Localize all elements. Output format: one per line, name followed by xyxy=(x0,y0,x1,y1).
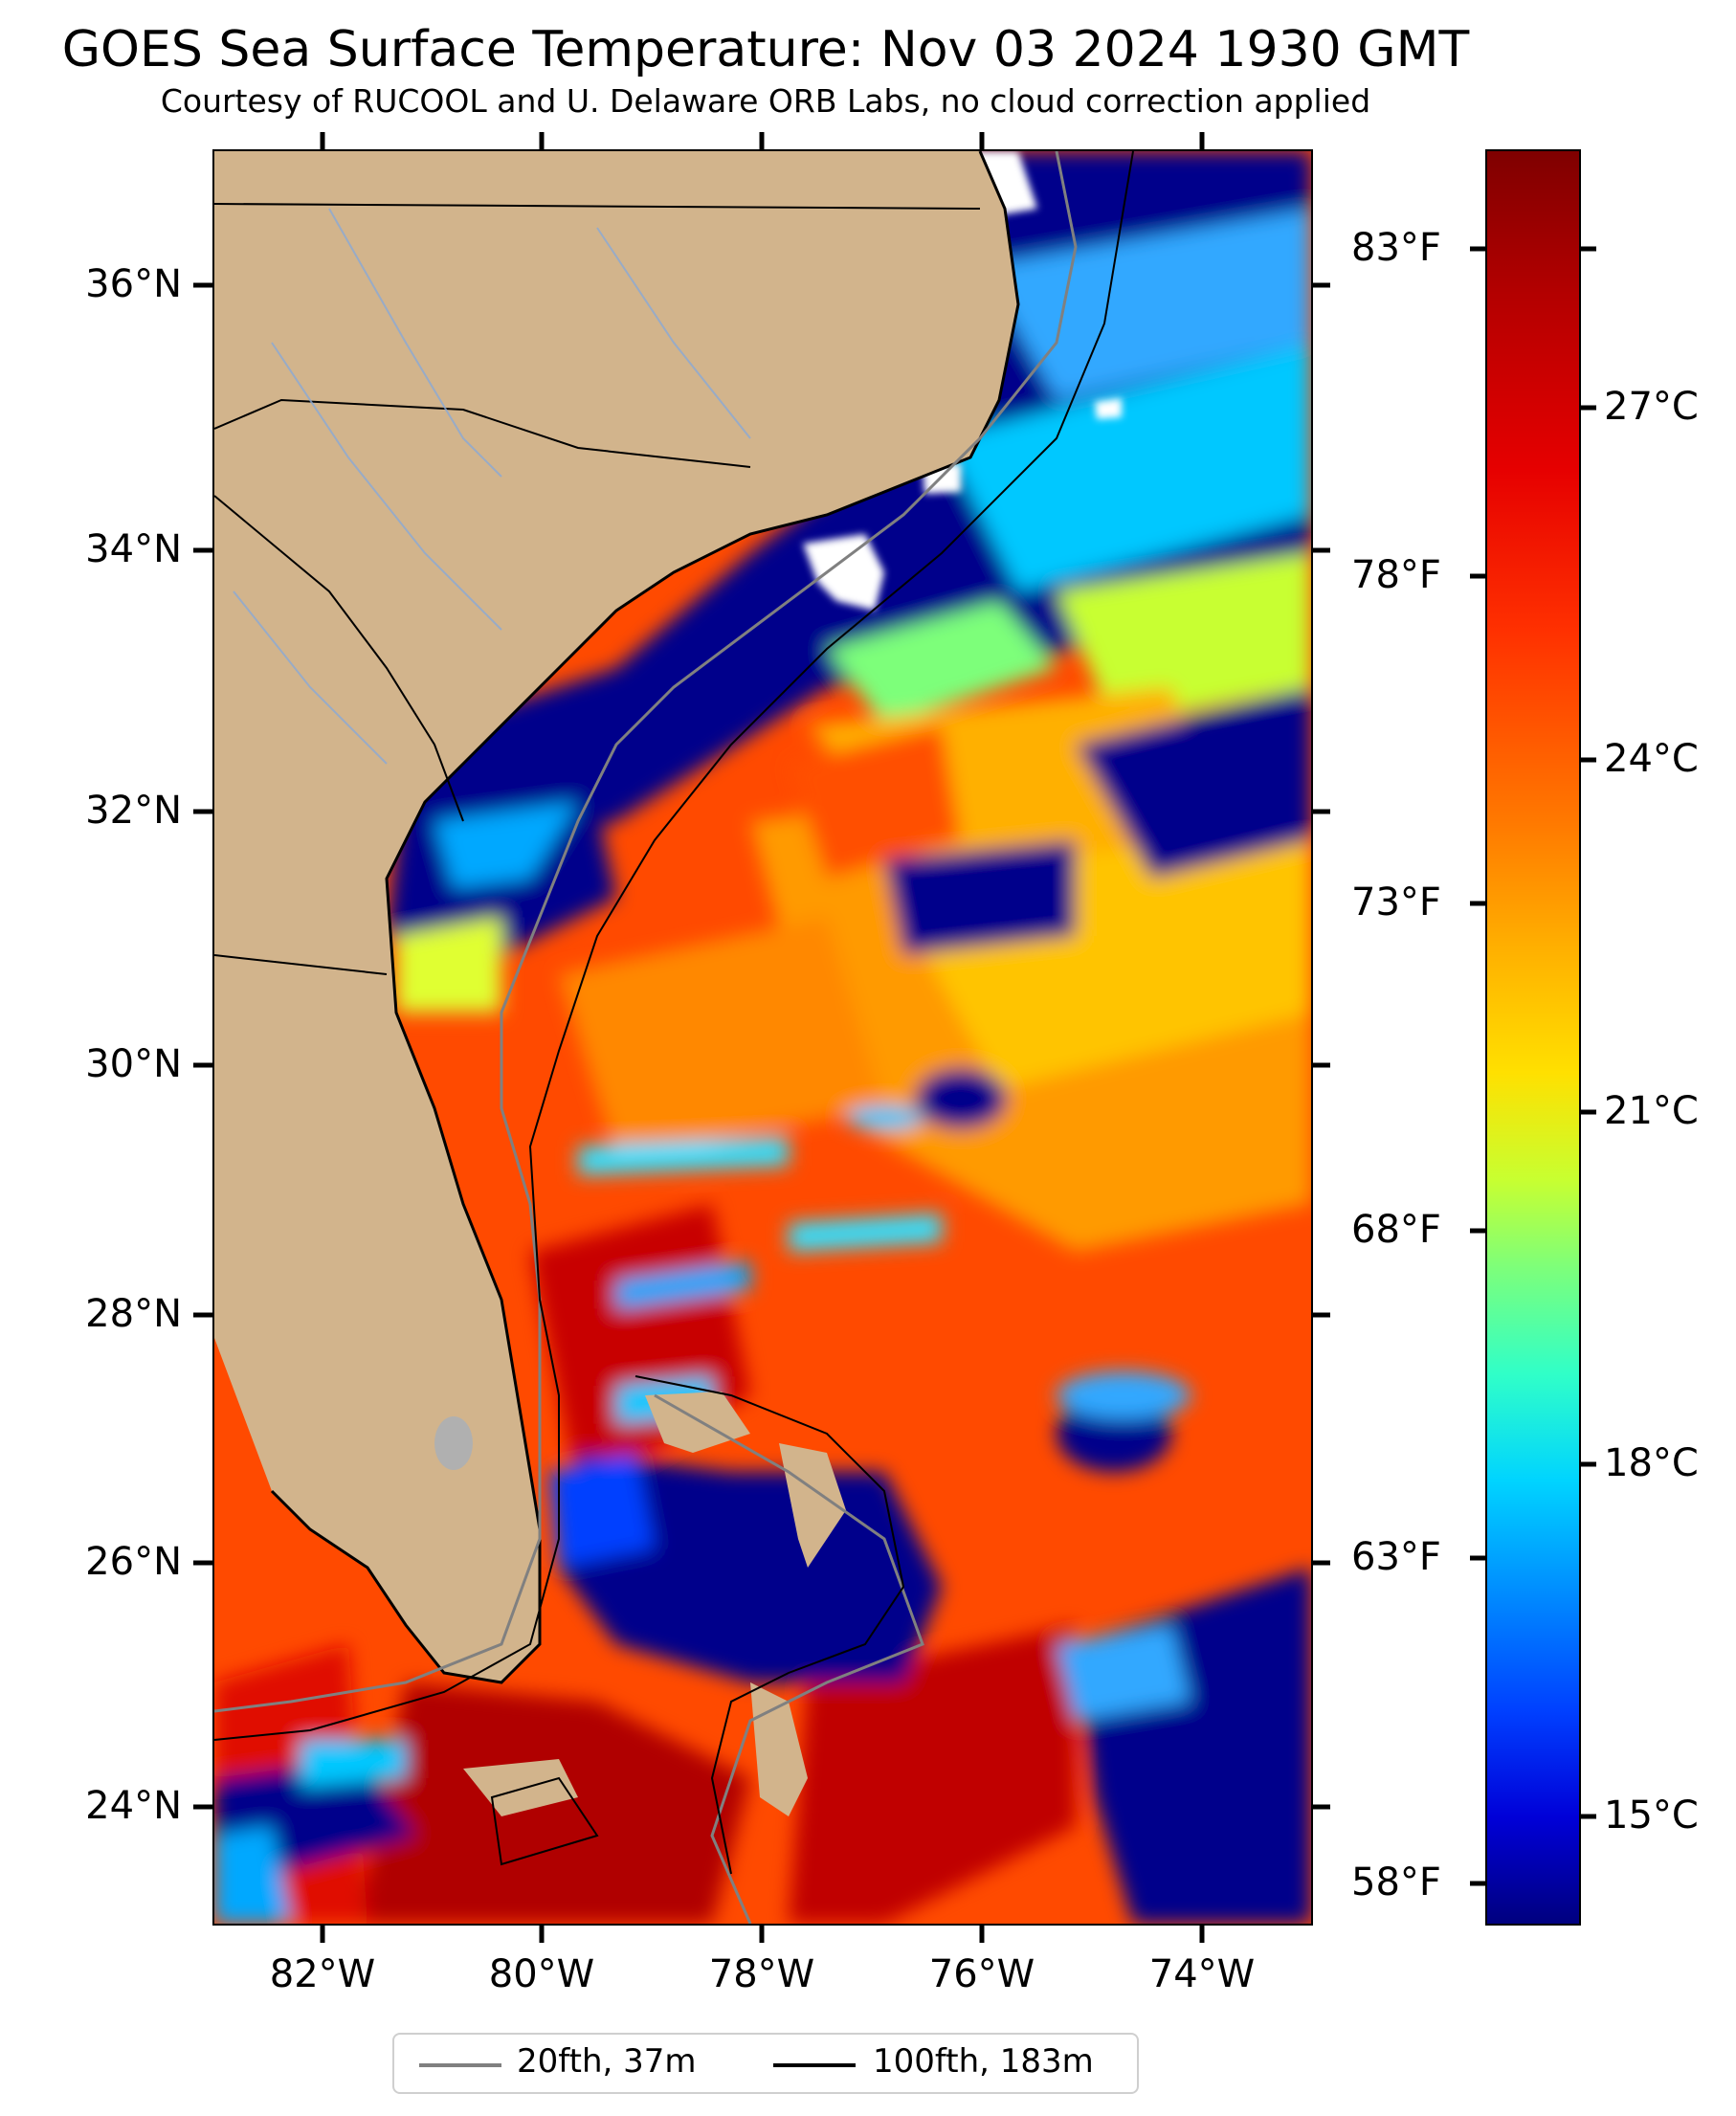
colorbar-c-15: 15°C xyxy=(1604,1793,1699,1838)
lat-label-24: 24°N xyxy=(85,1784,182,1828)
contour-legend: 20fth, 37m 100fth, 183m xyxy=(392,2033,1139,2094)
sst-colorbar xyxy=(1485,149,1581,1926)
colorbar-c-24: 24°C xyxy=(1604,737,1699,781)
lon-label-74: 74°W xyxy=(1148,1952,1256,1996)
rivers xyxy=(233,208,751,765)
lat-label-30: 30°N xyxy=(85,1042,182,1086)
colorbar-c-18: 18°C xyxy=(1604,1441,1699,1485)
land xyxy=(214,151,1018,1816)
colorbar-f-83: 83°F xyxy=(1351,226,1441,270)
coastline xyxy=(270,151,1020,1684)
lat-label-32: 32°N xyxy=(85,789,182,833)
legend-swatch-100fth xyxy=(773,2063,856,2067)
lat-label-26: 26°N xyxy=(85,1540,182,1584)
contour-20fth xyxy=(214,151,1078,1713)
lon-label-76: 76°W xyxy=(928,1952,1035,1996)
sst-map-canvas xyxy=(214,151,1311,1924)
legend-swatch-20fth xyxy=(419,2063,501,2067)
lat-label-34: 34°N xyxy=(85,527,182,571)
colorbar-f-68: 68°F xyxy=(1351,1208,1441,1252)
map-title: GOES Sea Surface Temperature: Nov 03 202… xyxy=(61,21,1470,78)
colorbar-f-78: 78°F xyxy=(1351,553,1441,597)
contour-100fth-bahamas xyxy=(634,1375,905,1875)
legend-label-100fth: 100fth, 183m xyxy=(873,2042,1094,2081)
lon-label-80: 80°W xyxy=(488,1952,595,1996)
legend-label-20fth: 20fth, 37m xyxy=(517,2042,697,2081)
colorbar-f-73: 73°F xyxy=(1351,880,1441,924)
contour-cay-sal xyxy=(490,1776,599,1866)
state-borders xyxy=(214,203,981,975)
sst-field xyxy=(214,151,1311,1924)
lon-label-82: 82°W xyxy=(269,1952,376,1996)
sst-map xyxy=(212,149,1313,1926)
contour-100fth xyxy=(214,151,1134,1741)
colorbar-f-58: 58°F xyxy=(1351,1860,1441,1904)
map-subtitle: Courtesy of RUCOOL and U. Delaware ORB L… xyxy=(160,82,1371,120)
lon-label-78: 78°W xyxy=(708,1952,815,1996)
lat-label-36: 36°N xyxy=(85,262,182,306)
colorbar-c-21: 21°C xyxy=(1604,1089,1699,1133)
contour-20fth-bahamas xyxy=(654,1393,924,1924)
colorbar-f-63: 63°F xyxy=(1351,1535,1441,1579)
colorbar-c-27: 27°C xyxy=(1604,385,1699,429)
lat-label-28: 28°N xyxy=(85,1292,182,1336)
